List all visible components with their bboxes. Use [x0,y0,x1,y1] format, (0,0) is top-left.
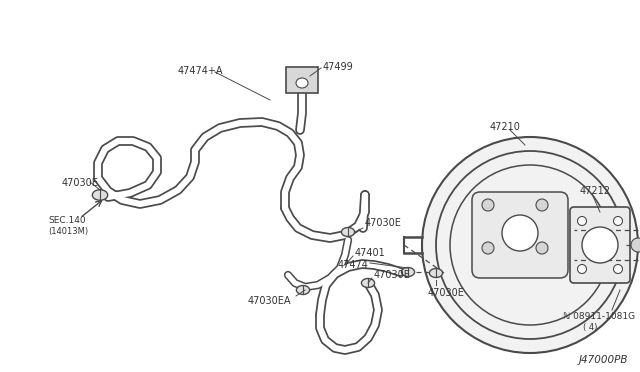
Ellipse shape [341,228,355,237]
Text: 47474+A: 47474+A [178,66,223,76]
FancyBboxPatch shape [472,192,568,278]
Text: 47030E: 47030E [62,178,99,188]
Text: 47210: 47210 [490,122,521,132]
Text: J47000PB: J47000PB [579,355,628,365]
FancyBboxPatch shape [286,67,318,93]
Text: 47030E: 47030E [374,270,411,280]
Ellipse shape [401,267,415,276]
Circle shape [614,217,623,225]
Circle shape [422,137,638,353]
Ellipse shape [296,285,310,295]
Circle shape [536,199,548,211]
Text: 47030E: 47030E [365,218,402,228]
Text: (14013M): (14013M) [48,227,88,236]
Text: 47030E: 47030E [428,288,465,298]
Text: 47474: 47474 [338,260,369,270]
Text: ( 4): ( 4) [583,323,597,332]
Circle shape [536,242,548,254]
Circle shape [577,217,586,225]
Circle shape [482,242,494,254]
Text: 47030EA: 47030EA [248,296,291,306]
Ellipse shape [296,78,308,88]
Text: ℕ 08911-1081G: ℕ 08911-1081G [563,312,635,321]
Circle shape [502,215,538,251]
Circle shape [631,238,640,252]
Text: 47401: 47401 [355,248,386,258]
Ellipse shape [429,269,443,278]
Circle shape [482,199,494,211]
Circle shape [582,227,618,263]
Circle shape [614,264,623,273]
Text: 47212: 47212 [580,186,611,196]
FancyBboxPatch shape [570,207,630,283]
Ellipse shape [92,190,108,200]
Ellipse shape [362,279,374,288]
Text: 47499: 47499 [323,62,354,72]
Circle shape [577,264,586,273]
Text: SEC.140: SEC.140 [48,216,86,225]
